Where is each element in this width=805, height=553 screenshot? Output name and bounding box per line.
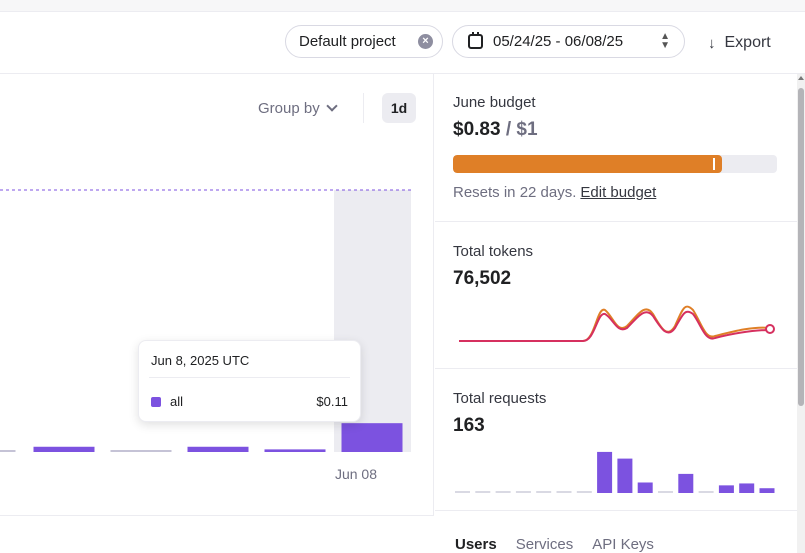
budget-progress-bar bbox=[453, 155, 777, 173]
cost-bar bbox=[187, 446, 249, 452]
project-filter-label: Default project bbox=[299, 33, 396, 50]
scrollbar-thumb[interactable] bbox=[798, 88, 804, 406]
cost-chart: Jun 08 bbox=[0, 189, 411, 482]
requests-bar bbox=[495, 491, 511, 493]
requests-bar bbox=[658, 491, 673, 493]
date-range-picker[interactable]: 05/24/25 - 06/08/25 ▲ ▼ bbox=[452, 25, 685, 58]
requests-bar bbox=[475, 491, 491, 493]
project-filter[interactable]: Default project × bbox=[285, 25, 443, 58]
cost-chart-panel: Jun 08 Group by 1d Jun 8, 2025 UTC all $… bbox=[0, 74, 434, 516]
budget-limit: $1 bbox=[516, 119, 538, 140]
breakdown-tabs: Users Services API Keys bbox=[455, 536, 673, 553]
chevron-down-icon bbox=[326, 100, 338, 112]
date-range-label: 05/24/25 - 06/08/25 bbox=[493, 33, 624, 50]
requests-bar bbox=[556, 491, 572, 493]
budget-value: $0.83 / $1 bbox=[453, 119, 538, 141]
budget-card: June budget $0.83 / $1 Resets in 22 days… bbox=[435, 74, 797, 222]
requests-bar bbox=[637, 482, 653, 493]
budget-progress-fill bbox=[453, 155, 722, 173]
budget-spent: $0.83 bbox=[453, 119, 501, 140]
requests-bar bbox=[455, 491, 470, 493]
scroll-up-icon[interactable] bbox=[798, 76, 804, 80]
requests-label: Total requests bbox=[453, 390, 547, 407]
tooltip-value: $0.11 bbox=[316, 394, 348, 409]
tab-services[interactable]: Services bbox=[515, 536, 574, 553]
scrollbar[interactable] bbox=[797, 74, 805, 553]
x-tick-label: Jun 08 bbox=[335, 466, 377, 482]
tokens-sparkline bbox=[459, 305, 775, 342]
tokens-value: 76,502 bbox=[453, 268, 512, 289]
calendar-icon bbox=[468, 32, 483, 49]
cost-bar bbox=[264, 449, 326, 452]
tooltip-series-swatch bbox=[151, 397, 161, 407]
requests-bar bbox=[718, 485, 734, 493]
requests-bar bbox=[597, 451, 613, 493]
budget-label: June budget bbox=[453, 94, 536, 111]
interval-1d-button[interactable]: 1d bbox=[382, 93, 416, 123]
tokens-label: Total tokens bbox=[453, 243, 534, 260]
tokens-card: Total tokens 76,502 bbox=[435, 222, 797, 369]
divider bbox=[0, 515, 434, 516]
cost-bar bbox=[0, 450, 16, 452]
divider bbox=[363, 93, 364, 123]
tooltip-series-name: all bbox=[170, 394, 184, 409]
requests-bar bbox=[759, 488, 775, 493]
chart-tooltip: Jun 8, 2025 UTC all $0.11 bbox=[138, 340, 361, 422]
clear-project-icon[interactable]: × bbox=[418, 34, 433, 49]
requests-bar bbox=[515, 491, 531, 493]
group-by-label: Group by bbox=[258, 100, 320, 117]
export-label: Export bbox=[724, 34, 771, 51]
arrow-down-icon: ↓ bbox=[708, 34, 716, 52]
budget-marker bbox=[712, 158, 715, 170]
requests-value: 163 bbox=[453, 415, 485, 436]
tokens-end-marker bbox=[765, 324, 775, 334]
budget-reset-text: Resets in 22 days. Edit budget bbox=[453, 184, 656, 201]
requests-bar bbox=[617, 458, 633, 493]
requests-bar bbox=[698, 491, 714, 493]
tokens-series-line bbox=[459, 310, 771, 342]
tooltip-date: Jun 8, 2025 UTC bbox=[151, 353, 250, 368]
group-by-dropdown[interactable]: Group by bbox=[258, 100, 338, 117]
requests-bar-chart bbox=[455, 451, 775, 493]
cost-bar bbox=[341, 423, 403, 452]
reset-label: Resets in 22 days. bbox=[453, 184, 577, 201]
requests-bar bbox=[536, 491, 552, 493]
budget-separator: / bbox=[500, 119, 517, 140]
requests-bar bbox=[576, 491, 592, 493]
tab-api-keys[interactable]: API Keys bbox=[592, 536, 654, 553]
cost-bar bbox=[110, 450, 172, 452]
toolbar: Default project × 05/24/25 - 06/08/25 ▲ ▼… bbox=[0, 12, 805, 74]
tooltip-divider bbox=[149, 377, 350, 378]
tab-users[interactable]: Users bbox=[455, 536, 497, 553]
requests-card: Total requests 163 bbox=[435, 369, 797, 511]
chevron-up-down-icon: ▲ ▼ bbox=[660, 31, 670, 51]
window-top-strip bbox=[0, 0, 805, 12]
requests-bar bbox=[739, 483, 755, 493]
usage-sidebar: June budget $0.83 / $1 Resets in 22 days… bbox=[435, 74, 797, 553]
edit-budget-link[interactable]: Edit budget bbox=[580, 184, 657, 201]
cost-bar bbox=[33, 446, 95, 452]
requests-bar bbox=[678, 473, 694, 493]
export-button[interactable]: ↓ Export bbox=[708, 32, 771, 54]
